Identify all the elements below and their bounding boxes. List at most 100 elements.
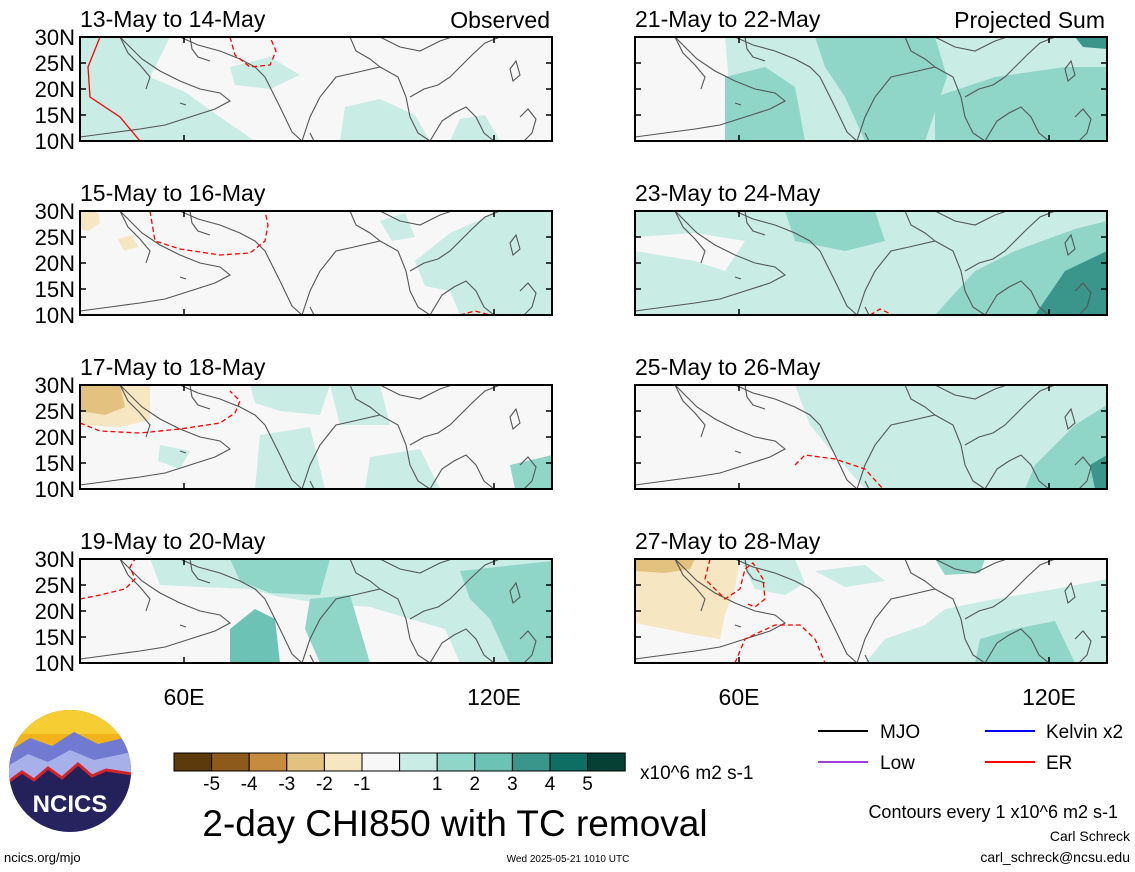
coastline <box>734 624 742 628</box>
er-contour <box>704 559 766 608</box>
coastline <box>934 211 1008 226</box>
colorbar-swatch <box>399 752 438 772</box>
coastline <box>179 624 187 628</box>
panel-tag: Observed <box>450 7 550 33</box>
coastline <box>734 450 742 454</box>
coastline <box>349 559 381 590</box>
coastline <box>264 76 303 141</box>
coastline <box>1064 581 1076 604</box>
coastline <box>635 211 786 312</box>
coastline <box>509 233 521 256</box>
coastline <box>864 480 870 489</box>
colorbar: -5 -4 -3 -2 -1 1 2 3 4 5 x10^6 m2 s-1 <box>173 752 753 795</box>
shading-region <box>80 37 255 141</box>
shading-region <box>935 67 1107 141</box>
coastline <box>934 37 1008 52</box>
coastline <box>734 102 742 106</box>
lat-label: 15N <box>35 451 75 476</box>
coastline <box>179 559 266 600</box>
colorbar-swatch <box>587 752 626 772</box>
coastline <box>1074 456 1092 489</box>
map-panel: 25-May to 26-May <box>634 354 1108 490</box>
shading-region <box>815 565 885 587</box>
lat-label: 20N <box>35 251 75 276</box>
map-panel: 19-May to 20-May <box>79 528 553 664</box>
lat-label: 20N <box>35 599 75 624</box>
lat-label: 15N <box>35 625 75 650</box>
shading-region <box>330 385 390 425</box>
shading-region <box>415 211 552 315</box>
coastline <box>984 454 1050 489</box>
map-panel: 27-May to 28-May <box>634 528 1108 664</box>
coastline <box>635 559 786 660</box>
shading-region <box>158 445 190 469</box>
lat-label: 30N <box>35 25 75 50</box>
coastline <box>964 559 1056 620</box>
shading-region <box>230 609 280 663</box>
colorbar-swatch <box>173 752 213 772</box>
lat-label: 25N <box>35 51 75 76</box>
shading-region <box>510 455 552 489</box>
shading-region <box>1025 405 1107 489</box>
colorbar-tick-label: 3 <box>507 774 518 795</box>
shading-region <box>460 561 552 663</box>
coastline <box>80 559 231 660</box>
lon-label: 60E <box>719 684 760 710</box>
coastline <box>189 211 211 236</box>
lat-label: 10N <box>35 651 75 676</box>
coastline <box>179 211 266 252</box>
coastlines <box>635 211 1092 315</box>
coastline <box>1064 59 1076 82</box>
coastlines <box>80 37 537 141</box>
map-panel: 17-May to 18-May <box>79 354 553 490</box>
contour-note: Contours every 1 x10^6 m2 s-1 <box>868 802 1118 822</box>
colorbar-swatch <box>323 752 363 772</box>
coastline <box>904 211 936 242</box>
coastlines <box>80 211 537 315</box>
lat-label: 25N <box>35 573 75 598</box>
panel-date-range: 13-May to 14-May <box>80 6 266 32</box>
panel-date-range: 27-May to 28-May <box>635 528 821 554</box>
lat-label: 30N <box>35 547 75 572</box>
coastline <box>309 306 315 315</box>
er-contour <box>87 37 141 141</box>
er-contour <box>459 310 491 315</box>
colorbar-swatch <box>474 752 513 772</box>
shading-region <box>635 559 740 639</box>
colorbar-swatch <box>248 752 288 772</box>
coastlines <box>80 385 537 489</box>
panel-date-range: 21-May to 22-May <box>635 6 821 32</box>
er-contours <box>869 308 894 315</box>
coastline <box>674 385 706 438</box>
coastline <box>119 211 151 264</box>
timestamp: Wed 2025-05-21 1010 UTC <box>507 854 630 865</box>
coastline <box>734 37 821 78</box>
colorbar-swatch <box>549 752 589 772</box>
map-panel: 15-May to 16-May <box>79 180 553 316</box>
legend-label-low: Low <box>880 753 915 774</box>
shading-region <box>305 595 370 663</box>
coastline <box>509 59 521 82</box>
coastline <box>509 407 521 430</box>
colorbar-tick-label: -4 <box>241 774 258 795</box>
coastline <box>179 385 266 426</box>
lat-label: 10N <box>35 477 75 502</box>
coastline <box>734 211 821 252</box>
shading-region <box>935 559 985 575</box>
lon-label: 120E <box>467 684 521 710</box>
lat-label: 25N <box>35 225 75 250</box>
coastline <box>189 559 211 584</box>
coastline <box>984 106 1050 141</box>
coastline <box>984 628 1050 663</box>
coastline <box>379 211 453 226</box>
colorbar-swatch <box>436 752 476 772</box>
coastline <box>1074 282 1092 315</box>
coastline <box>744 559 766 584</box>
coastline <box>819 250 858 315</box>
coastline <box>734 385 821 426</box>
author-email: carl_schreck@ncsu.edu <box>980 849 1130 865</box>
logo-text: NCICS <box>33 791 108 818</box>
coastline <box>984 280 1050 315</box>
coastline <box>189 385 211 410</box>
coastline <box>379 37 453 52</box>
